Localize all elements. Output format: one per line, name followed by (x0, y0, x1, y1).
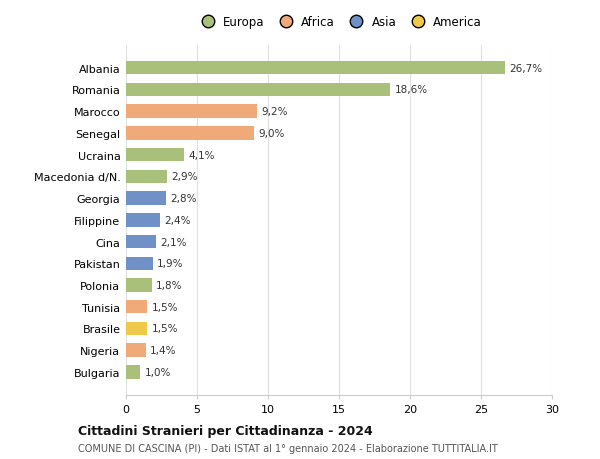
Text: 4,1%: 4,1% (188, 150, 215, 160)
Text: 18,6%: 18,6% (394, 85, 428, 95)
Text: 2,4%: 2,4% (164, 215, 191, 225)
Text: 9,2%: 9,2% (261, 107, 287, 117)
Bar (126, 344, 146, 357)
Bar (126, 149, 184, 162)
Text: 1,5%: 1,5% (152, 302, 178, 312)
Legend: Europa, Africa, Asia, America: Europa, Africa, Asia, America (194, 13, 484, 31)
Text: 2,1%: 2,1% (160, 237, 187, 247)
Text: 1,4%: 1,4% (150, 346, 176, 355)
Text: 9,0%: 9,0% (258, 129, 284, 139)
Bar (126, 127, 254, 140)
Bar (126, 235, 156, 249)
Text: 2,9%: 2,9% (172, 172, 198, 182)
Bar (126, 105, 257, 118)
Bar (126, 365, 140, 379)
Bar (126, 257, 153, 270)
Text: 1,8%: 1,8% (156, 280, 182, 291)
Bar (126, 62, 505, 75)
Bar (126, 84, 390, 97)
Bar (126, 279, 152, 292)
Bar (126, 170, 167, 184)
Text: 26,7%: 26,7% (509, 63, 542, 73)
Text: Cittadini Stranieri per Cittadinanza - 2024: Cittadini Stranieri per Cittadinanza - 2… (78, 424, 373, 437)
Bar (126, 213, 160, 227)
Bar (126, 192, 166, 205)
Text: 1,0%: 1,0% (145, 367, 171, 377)
Bar (126, 300, 148, 314)
Bar (126, 322, 148, 336)
Text: 1,9%: 1,9% (157, 259, 184, 269)
Text: 1,5%: 1,5% (152, 324, 178, 334)
Text: COMUNE DI CASCINA (PI) - Dati ISTAT al 1° gennaio 2024 - Elaborazione TUTTITALIA: COMUNE DI CASCINA (PI) - Dati ISTAT al 1… (78, 443, 498, 453)
Text: 2,8%: 2,8% (170, 194, 197, 204)
